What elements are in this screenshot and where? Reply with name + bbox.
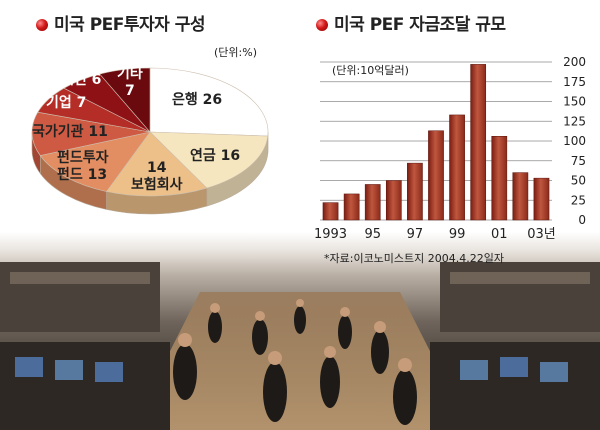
bar-chart-unit: (단위:10억달러): [332, 64, 409, 77]
x-tick-label: 03년: [527, 227, 556, 242]
x-tick-label: 95: [364, 227, 381, 242]
bar-1995: [364, 184, 381, 221]
bar-1997: [407, 162, 423, 221]
source-note: *자료:이코노미스트지 2004.4.22일자: [324, 252, 505, 265]
y-tick-label: 100: [563, 134, 586, 148]
y-tick-label: 200: [563, 55, 586, 69]
pie-label-pension: 연금 16: [190, 148, 241, 164]
bar-2002: [512, 172, 529, 221]
trading-floor-photo: [0, 232, 600, 430]
y-tick-label: 0: [578, 213, 586, 227]
bar-2003: [533, 177, 550, 221]
y-tick-label: 150: [563, 95, 586, 109]
bar-1998: [428, 130, 444, 221]
red-bullet-icon: [316, 19, 328, 31]
pie-label-corporate: 기업 7: [46, 95, 87, 111]
y-tick-label: 175: [563, 75, 586, 89]
pie-label-insurance: 14 보험회사: [131, 160, 183, 193]
pie-label-bank: 은행 26: [172, 92, 223, 108]
pie-slice-연금: [149, 131, 269, 189]
x-tick-label: 1993: [314, 227, 347, 242]
pie-slice-보험회사: [106, 131, 208, 197]
pie-label-fund-of-funds: 펀드투자 펀드 13: [57, 150, 109, 183]
pie-chart-title: 미국 PEF투자자 구성: [36, 10, 206, 35]
pie-label-government: 국가기관 11: [32, 124, 108, 140]
x-tick-label: 01: [491, 227, 508, 242]
bar-1993: [322, 202, 339, 221]
y-tick-label: 75: [571, 154, 586, 168]
bar-1994: [343, 193, 360, 221]
y-tick-label: 25: [571, 193, 586, 207]
y-tick-label: 125: [563, 114, 586, 128]
pie-slice-기타: [99, 67, 151, 133]
bar-2001: [491, 136, 508, 221]
x-tick-label: 97: [407, 227, 424, 242]
pie-label-individual: 개인 6: [61, 72, 102, 88]
pie-slice-국가기관: [31, 111, 151, 156]
bar-chart: 0 25 50 75 100 125 150 175 200 1993 95 97 99 01 03년: [314, 55, 586, 242]
bar-chart-title: 미국 PEF 자금조달 규모: [316, 10, 506, 35]
x-tick-label: 99: [449, 227, 466, 242]
y-tick-label: 50: [571, 174, 586, 188]
pie-chart: [31, 67, 269, 215]
pie-slice-은행: [149, 67, 269, 137]
pie-chart-unit: (단위:%): [214, 46, 257, 59]
pie-label-other: 기타 7: [117, 66, 143, 99]
bar-2000: [470, 64, 487, 221]
pie-slice-펀드투자 펀드: [39, 131, 151, 192]
red-bullet-icon: [36, 19, 48, 31]
bar-1996: [385, 180, 402, 221]
bar-1999: [449, 114, 465, 221]
